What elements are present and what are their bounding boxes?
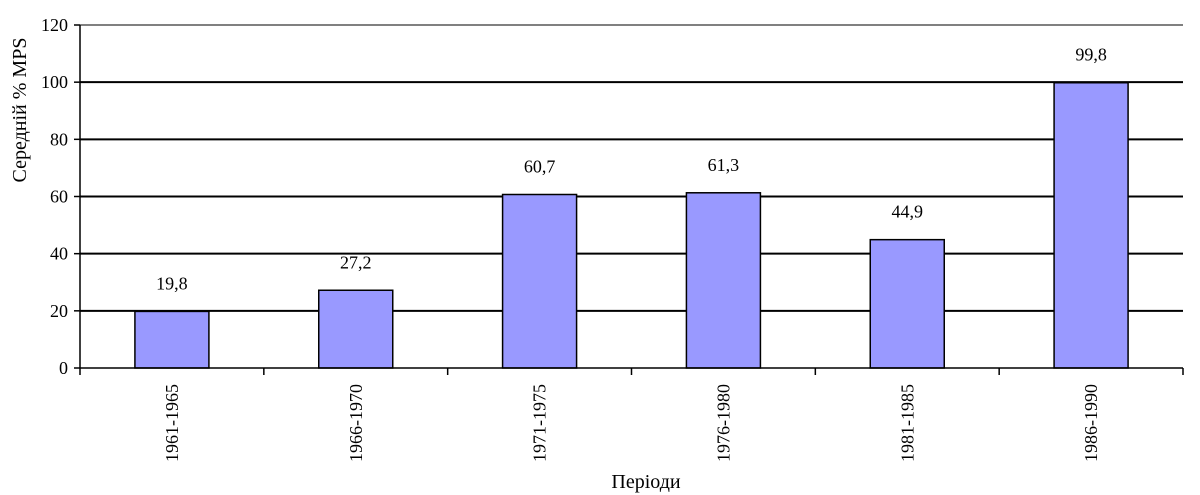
y-tick-label: 60 — [50, 187, 68, 207]
x-tick-label: 1976-1980 — [713, 384, 733, 462]
data-label: 19,8 — [156, 273, 188, 293]
data-label: 99,8 — [1075, 45, 1107, 65]
x-tick-label: 1981-1985 — [897, 384, 917, 462]
bar — [685, 192, 762, 369]
y-axis-title: Середній % MPS — [9, 38, 31, 183]
axes — [74, 24, 1184, 375]
data-label: 61,3 — [708, 155, 740, 175]
y-tick-label: 120 — [41, 15, 68, 35]
x-tick-label: 1966-1970 — [346, 384, 366, 462]
x-tick-label: 1986-1990 — [1081, 384, 1101, 462]
x-axis-title: Періоди — [611, 471, 680, 493]
data-label: 44,9 — [892, 202, 924, 222]
y-tick-label: 40 — [50, 244, 68, 264]
bar — [134, 310, 210, 369]
y-tick-label: 100 — [41, 72, 68, 92]
bar — [869, 238, 945, 369]
y-tick-label: 20 — [50, 301, 68, 321]
y-tick-label: 80 — [50, 129, 68, 149]
y-tick-label: 0 — [59, 358, 68, 378]
data-label: 60,7 — [524, 156, 556, 176]
x-tick-label: 1961-1965 — [162, 384, 182, 462]
data-label: 27,2 — [340, 252, 372, 272]
bar — [1053, 81, 1129, 369]
x-tick-label: 1971-1975 — [530, 384, 550, 462]
labels: 0 20 40 60 80 100 120 19,8 1961-1965 27,2 1966-197… — [41, 15, 1107, 462]
bar — [318, 289, 394, 369]
bars — [134, 81, 1129, 369]
bar — [501, 193, 578, 369]
grid-lines — [80, 24, 1183, 312]
